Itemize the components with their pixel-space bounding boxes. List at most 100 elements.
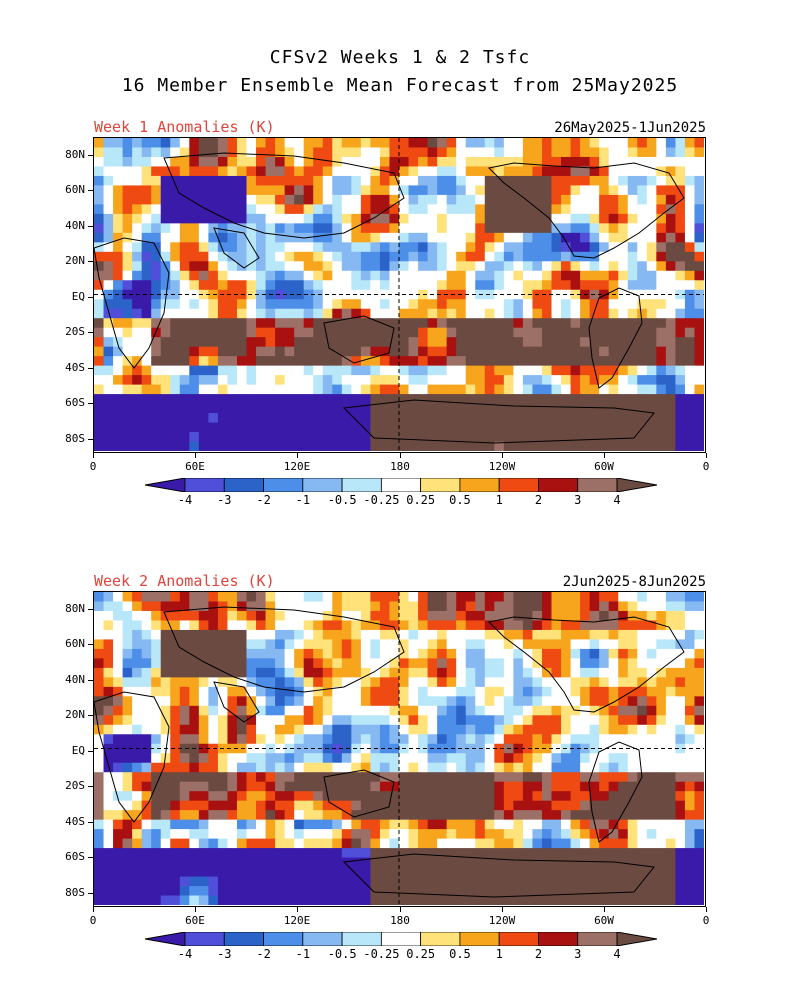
anomaly-cell <box>322 375 333 386</box>
anomaly-cell <box>532 753 543 764</box>
anomaly-cell <box>351 327 362 338</box>
anomaly-cell <box>360 318 372 329</box>
anomaly-cell <box>332 658 343 669</box>
anomaly-cell <box>599 677 610 688</box>
colorbar-label: -2 <box>256 947 271 961</box>
anomaly-cell <box>675 772 686 783</box>
anomaly-cell <box>179 413 190 424</box>
anomaly-cell <box>437 677 448 688</box>
anomaly-cell <box>170 185 181 196</box>
anomaly-cell <box>246 413 257 424</box>
anomaly-cell <box>208 696 219 707</box>
anomaly-cell <box>599 280 610 291</box>
anomaly-cell <box>179 289 190 300</box>
anomaly-cell <box>627 403 638 414</box>
anomaly-cell <box>227 781 238 792</box>
anomaly-cell <box>484 318 495 329</box>
anomaly-cell <box>408 639 419 650</box>
anomaly-cell <box>656 185 667 196</box>
anomaly-cell <box>570 781 581 792</box>
anomaly-cell <box>446 677 457 688</box>
anomaly-cell <box>494 441 505 451</box>
anomaly-cell <box>341 867 352 878</box>
anomaly-cell <box>608 156 619 168</box>
anomaly-cell <box>246 138 257 149</box>
anomaly-cell <box>399 261 410 272</box>
anomaly-cell <box>351 232 362 243</box>
anomaly-cell <box>198 696 209 707</box>
anomaly-cell <box>522 375 534 386</box>
anomaly-cell <box>694 810 704 821</box>
anomaly-cell <box>694 791 704 802</box>
anomaly-cell <box>675 356 686 367</box>
anomaly-cell <box>465 147 476 158</box>
anomaly-cell <box>284 242 295 253</box>
anomaly-cell <box>332 886 343 897</box>
anomaly-cell <box>513 705 524 716</box>
anomaly-cell <box>208 592 219 603</box>
anomaly-cell <box>208 422 219 433</box>
anomaly-cell <box>160 629 171 641</box>
anomaly-cell <box>151 185 162 196</box>
anomaly-cell <box>580 848 591 859</box>
anomaly-cell <box>351 895 362 905</box>
anomaly-cell <box>513 895 524 905</box>
anomaly-cell <box>141 232 152 243</box>
anomaly-cell <box>618 384 629 395</box>
anomaly-cell <box>341 232 352 243</box>
anomaly-cell <box>370 686 381 697</box>
anomaly-cell <box>151 327 162 338</box>
anomaly-cell <box>427 147 438 158</box>
anomaly-cell <box>313 223 324 234</box>
anomaly-cell <box>646 800 657 811</box>
anomaly-cell <box>303 375 314 386</box>
anomaly-cell <box>561 365 572 376</box>
anomaly-cell <box>570 848 581 859</box>
anomaly-cell <box>160 601 171 612</box>
anomaly-cell <box>465 289 476 300</box>
anomaly-cell <box>418 204 429 215</box>
anomaly-cell <box>294 734 305 745</box>
anomaly-cell <box>370 810 381 821</box>
anomaly-cell <box>465 422 476 433</box>
anomaly-cell <box>265 422 276 433</box>
anomaly-cell <box>580 327 591 338</box>
anomaly-cell <box>341 876 352 887</box>
anomaly-cell <box>379 762 391 773</box>
anomaly-cell <box>303 753 314 764</box>
anomaly-cell <box>618 753 629 764</box>
anomaly-cell <box>665 876 677 887</box>
anomaly-cell <box>494 185 505 196</box>
anomaly-cell <box>694 422 704 433</box>
anomaly-cell <box>170 223 181 234</box>
anomaly-cell <box>541 876 553 887</box>
anomaly-cell <box>360 886 372 897</box>
anomaly-cell <box>160 876 171 887</box>
anomaly-cell <box>599 829 610 840</box>
anomaly-cell <box>551 261 562 272</box>
anomaly-cell <box>265 156 276 168</box>
anomaly-cell <box>341 772 352 783</box>
anomaly-cell <box>465 639 476 650</box>
anomaly-cell <box>151 261 162 272</box>
anomaly-cell <box>408 194 419 205</box>
anomaly-cell <box>132 677 143 688</box>
anomaly-cell <box>408 715 419 726</box>
lat-label-80n: 80N <box>65 148 85 161</box>
anomaly-cell <box>389 432 400 443</box>
anomaly-cell <box>189 705 200 716</box>
anomaly-cell <box>656 327 667 338</box>
anomaly-cell <box>284 356 295 367</box>
anomaly-cell <box>465 365 476 376</box>
anomaly-cell <box>589 185 600 196</box>
anomaly-cell <box>599 648 610 659</box>
anomaly-cell <box>561 772 572 783</box>
colorbar-label: -1 <box>295 493 311 507</box>
anomaly-cell <box>646 810 657 821</box>
anomaly-cell <box>627 384 638 395</box>
anomaly-cell <box>665 138 677 149</box>
anomaly-cell <box>503 895 514 905</box>
anomaly-cell <box>341 346 352 357</box>
anomaly-cell <box>618 610 629 622</box>
anomaly-cell <box>94 299 105 310</box>
